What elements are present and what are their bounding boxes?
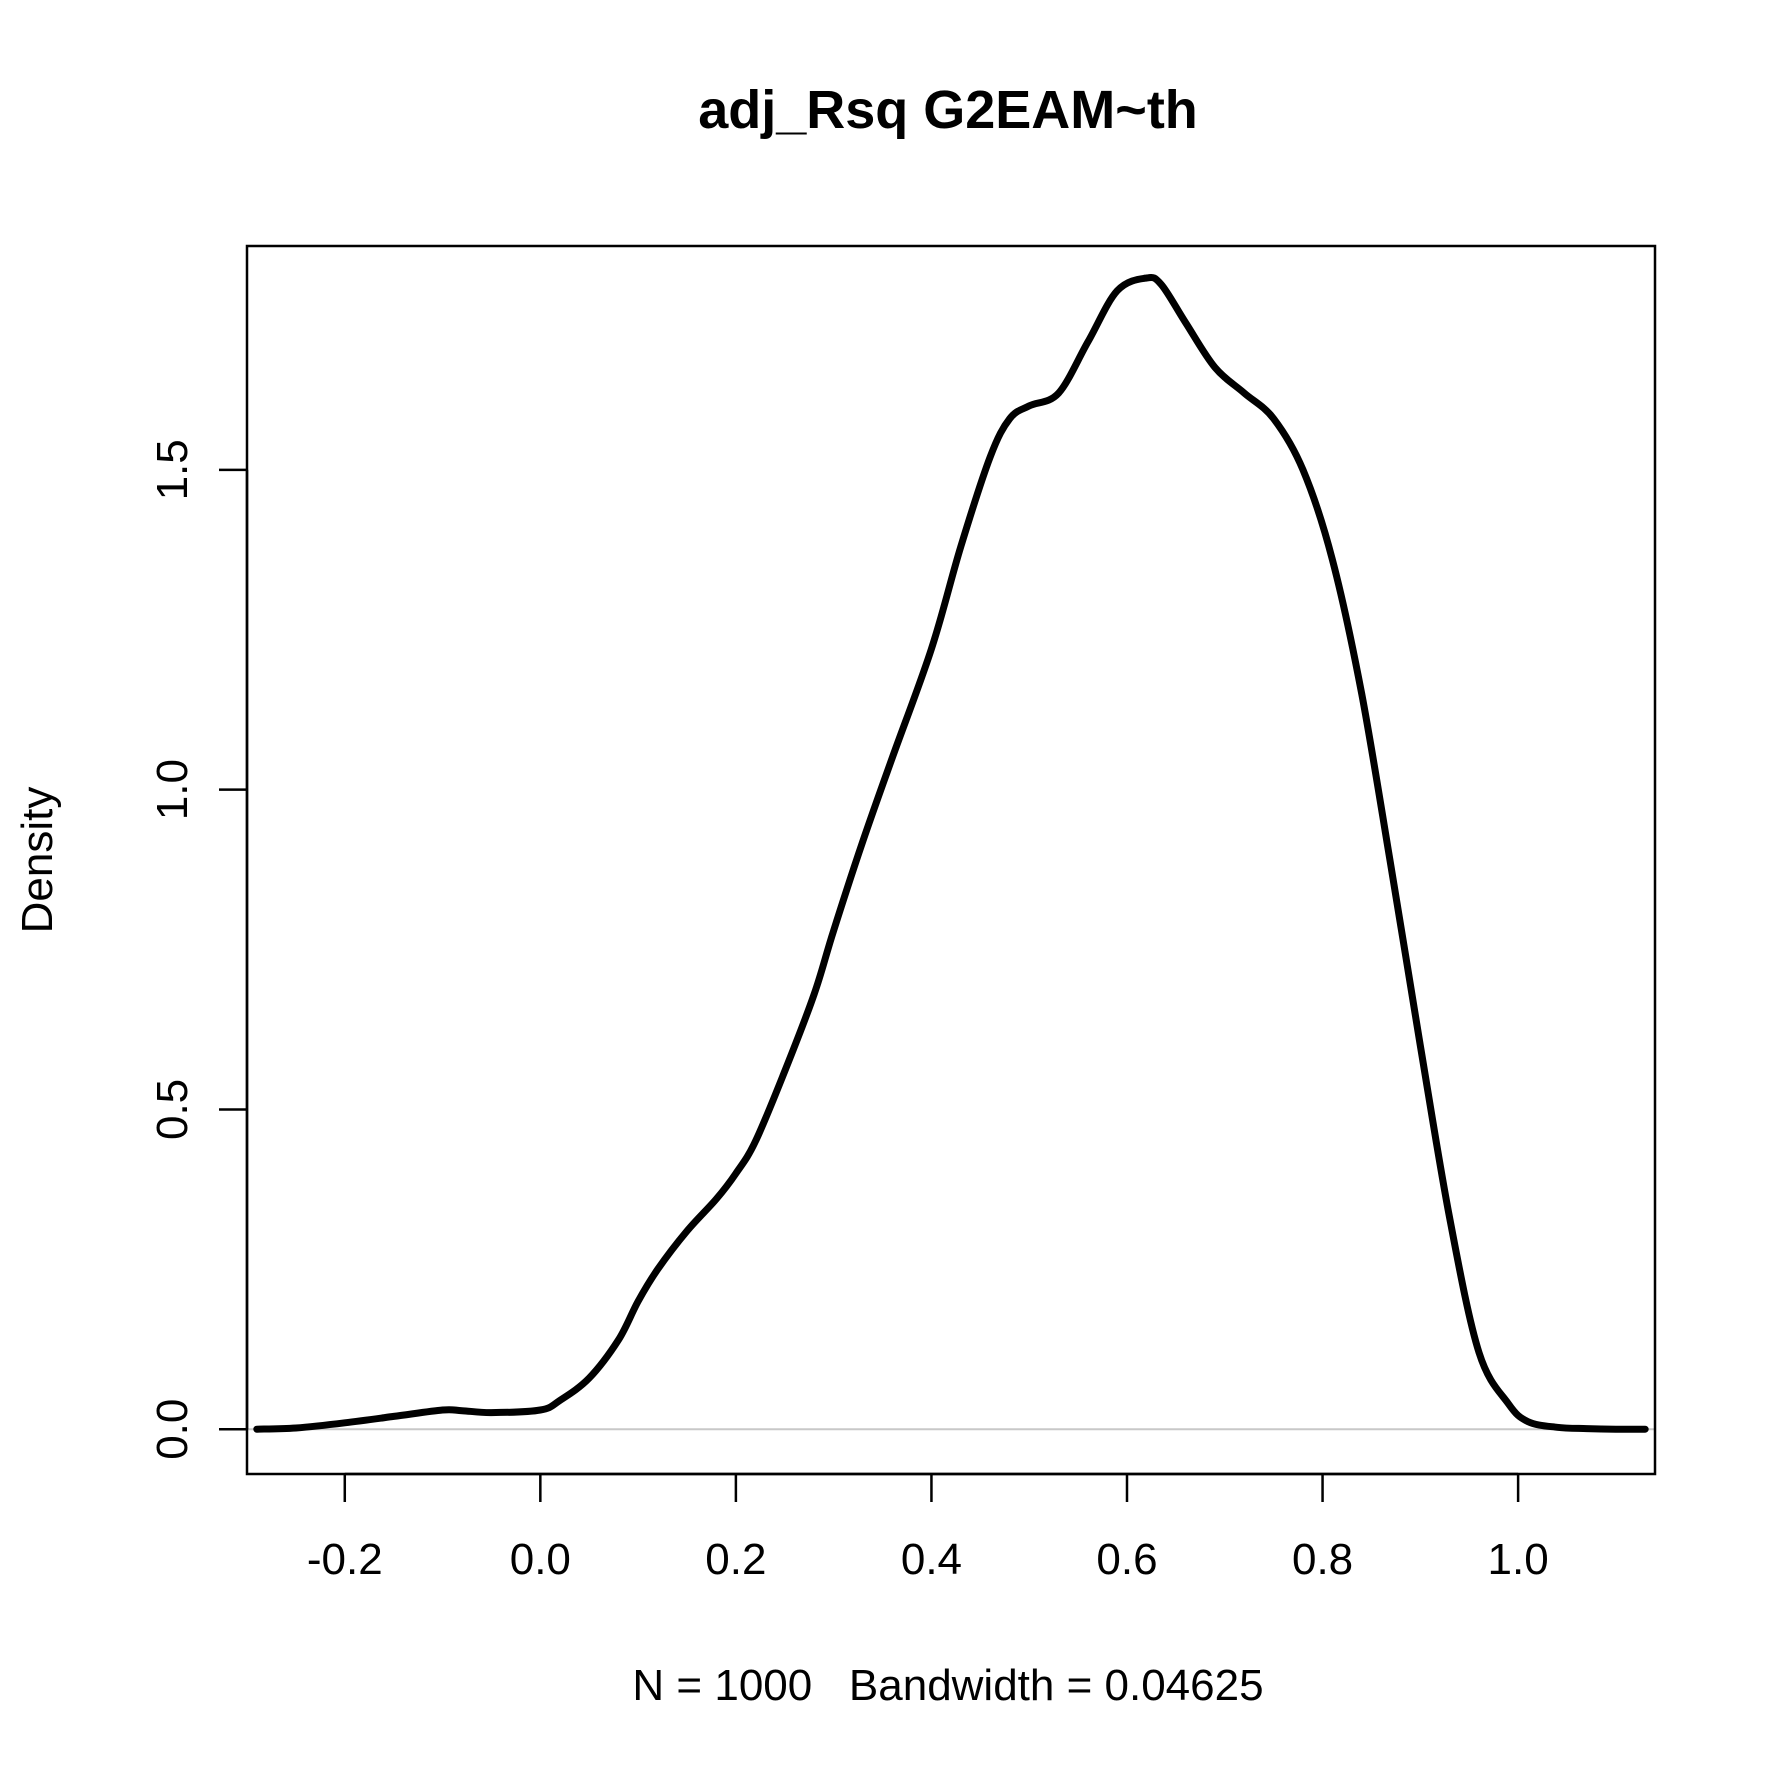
plot-frame bbox=[245, 244, 1657, 1476]
x-tick-label: 0.8 bbox=[1292, 1535, 1353, 1584]
x-tick-label: 1.0 bbox=[1488, 1535, 1549, 1584]
x-tick-label: 0.6 bbox=[1096, 1535, 1157, 1584]
y-axis-label: Density bbox=[13, 787, 62, 934]
density-curve bbox=[253, 273, 1649, 1433]
y-tick-label: 0.0 bbox=[148, 1399, 197, 1460]
y-tick-label: 1.0 bbox=[148, 759, 197, 820]
y-tick-label: 0.5 bbox=[148, 1079, 197, 1140]
x-tick-label: 0.2 bbox=[705, 1535, 766, 1584]
x-tick-label: -0.2 bbox=[307, 1535, 383, 1584]
x-tick-label: 0.4 bbox=[901, 1535, 962, 1584]
chart-title: adj_Rsq G2EAM~th bbox=[698, 80, 1198, 140]
y-tick-label: 1.5 bbox=[148, 439, 197, 500]
y-axis: 0.0 0.5 1.0 1.5 bbox=[148, 439, 249, 1460]
x-axis: -0.2 0.0 0.2 0.4 0.6 0.8 1.0 bbox=[307, 1472, 1549, 1584]
x-tick-label: 0.0 bbox=[510, 1535, 571, 1584]
x-axis-label: N = 1000 Bandwidth = 0.04625 bbox=[632, 1661, 1263, 1710]
